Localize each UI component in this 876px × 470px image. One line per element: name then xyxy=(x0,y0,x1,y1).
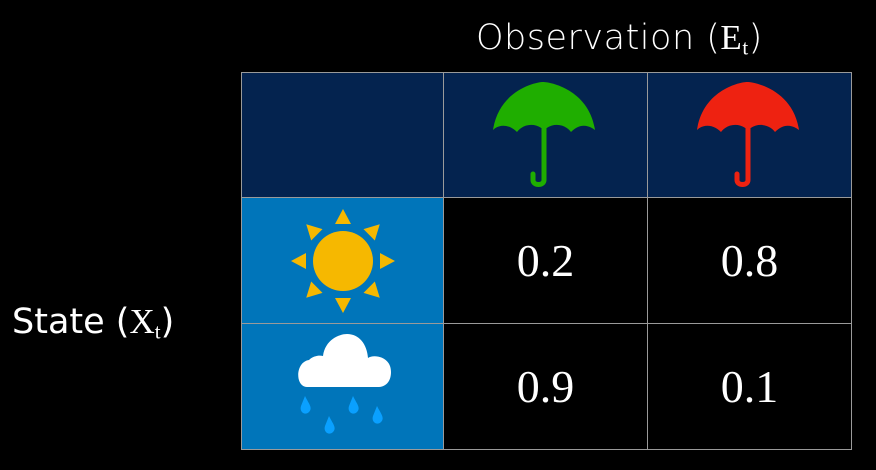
umbrella-icon xyxy=(492,82,595,187)
title-text: Observation ( xyxy=(476,18,721,58)
state-rain xyxy=(241,323,444,450)
title-close: ) xyxy=(748,18,763,58)
rain-cloud-icon xyxy=(297,333,391,434)
label-close: ) xyxy=(160,302,175,342)
corner-cell xyxy=(241,72,444,198)
observation-title: Observation (Et) xyxy=(476,18,763,60)
header-umbrella-red xyxy=(647,72,852,198)
value-cell: 0.8 xyxy=(647,197,852,324)
sun-icon xyxy=(290,208,395,313)
value-cell: 0.9 xyxy=(443,323,648,450)
value-cell: 0.2 xyxy=(443,197,648,324)
label-var: Xt xyxy=(129,302,161,344)
state-sun xyxy=(241,197,444,324)
label-text: State ( xyxy=(12,302,130,342)
state-label: State (Xt) xyxy=(12,302,174,344)
value-cell: 0.1 xyxy=(647,323,852,450)
title-var: Et xyxy=(720,18,749,60)
umbrella-icon xyxy=(696,82,799,187)
header-umbrella-green xyxy=(443,72,648,198)
